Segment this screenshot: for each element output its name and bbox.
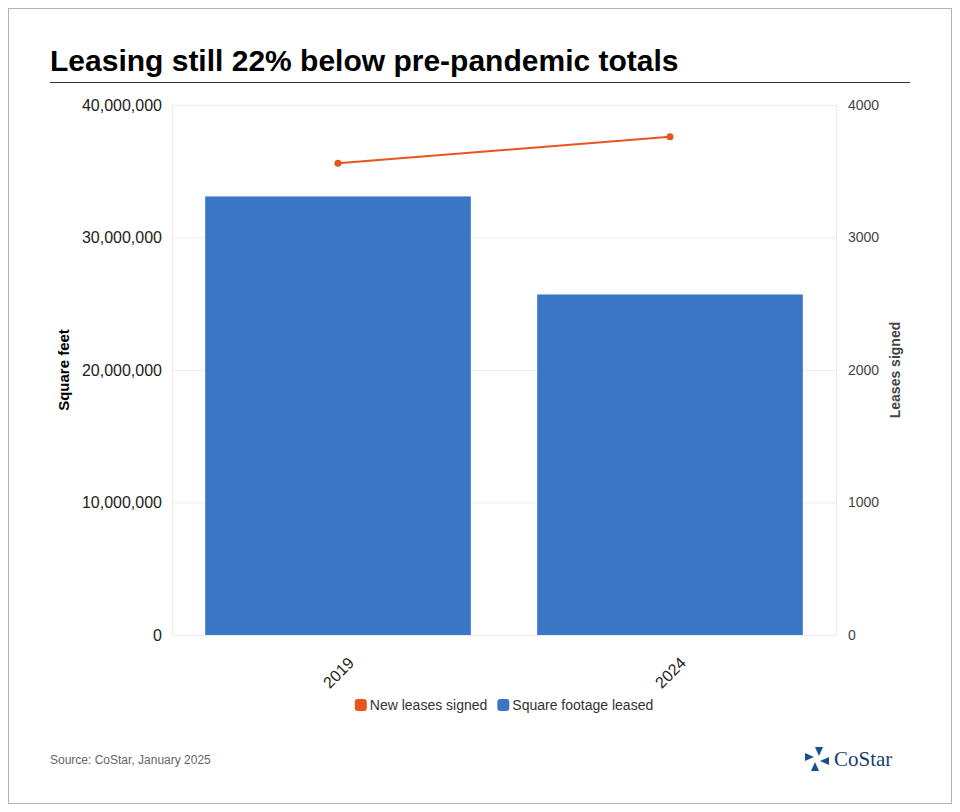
tick-label: 30,000,000 <box>82 229 162 246</box>
bar <box>537 294 803 635</box>
axis-line <box>173 635 837 636</box>
tick-label: 4000 <box>848 97 879 113</box>
tick: 2000 <box>836 362 879 378</box>
logo-shape <box>820 757 829 765</box>
tick: 20,000,000 <box>82 362 172 379</box>
tick-label: 20,000,000 <box>82 362 162 379</box>
title-rule <box>50 82 910 83</box>
brand: CoStar <box>834 747 892 771</box>
source-note: Source: CoStar, January 2025 <box>50 753 211 767</box>
plot-area <box>205 133 803 635</box>
tick: 10,000,000 <box>82 494 172 511</box>
y-axis-title: Square feet <box>55 329 72 411</box>
legend-label: New leases signed <box>370 697 488 713</box>
logo <box>805 747 829 771</box>
chart: Leasing still 22% below pre-pandemic tot… <box>0 0 960 812</box>
tick: 0 <box>153 627 172 644</box>
y2-axis: 0 1000 2000 3000 4000 <box>836 97 879 643</box>
grid <box>172 106 836 636</box>
logo-shape <box>815 747 823 756</box>
tick-label: 40,000,000 <box>82 97 162 114</box>
tick-label: 0 <box>848 627 856 643</box>
logo-shape <box>811 762 819 771</box>
axis-line <box>836 106 837 636</box>
tick-label: 2024 <box>652 654 689 691</box>
line <box>338 137 670 164</box>
marker <box>667 133 674 140</box>
tick: 4000 <box>836 97 879 113</box>
tick-label: 0 <box>153 627 162 644</box>
tick: 3000 <box>836 229 879 245</box>
logo-shape <box>805 753 814 761</box>
tick: 0 <box>836 627 856 643</box>
grid-line <box>172 105 836 106</box>
legend-item: New leases signed <box>355 697 488 713</box>
legend-label: Square footage leased <box>512 697 653 713</box>
legend: New leases signed Square footage leased <box>355 697 653 713</box>
tick-label: 10,000,000 <box>82 494 162 511</box>
tick: 2024 <box>652 635 689 691</box>
marker <box>335 160 342 167</box>
x-axis: 2019 2024 <box>173 635 837 691</box>
tick-label: 2019 <box>320 654 357 691</box>
tick: 40,000,000 <box>82 97 172 114</box>
tick: 2019 <box>320 635 357 691</box>
y-axis: 0 10,000,000 20,000,000 30,000,000 40,000,00… <box>82 97 173 644</box>
tick-label: 1000 <box>848 494 879 510</box>
legend-swatch <box>497 699 509 711</box>
tick: 30,000,000 <box>82 229 172 246</box>
tick-label: 2000 <box>848 362 879 378</box>
bar <box>205 196 471 635</box>
frame <box>9 9 952 804</box>
axis-line <box>172 106 173 636</box>
tick: 1000 <box>836 494 879 510</box>
y2-axis-title: Leases signed <box>887 322 903 419</box>
grid-line <box>172 635 836 636</box>
legend-item: Square footage leased <box>497 697 653 713</box>
tick-label: 3000 <box>848 229 879 245</box>
legend-swatch <box>355 699 367 711</box>
title: Leasing still 22% below pre-pandemic tot… <box>50 44 679 77</box>
